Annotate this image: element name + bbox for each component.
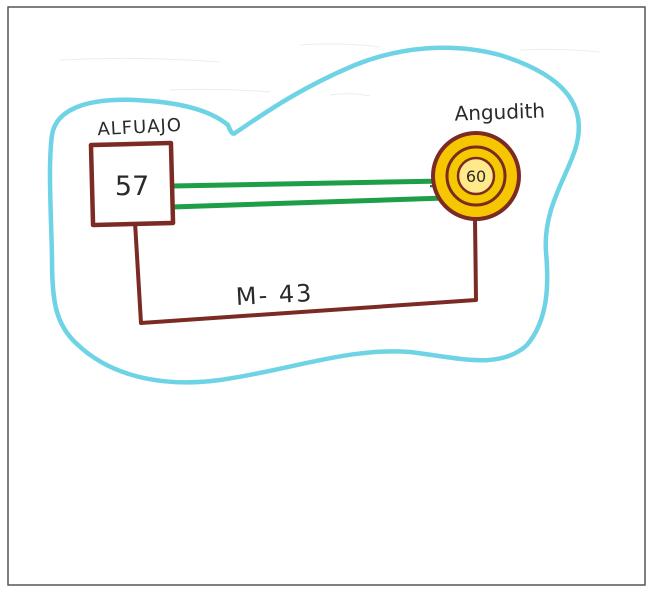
node-alfuajo-label: ALFUAJO [97,115,183,140]
node-angudith-value: 60 [466,167,486,186]
node-angudith-inner-circle [456,156,496,196]
boundary-outline [47,45,582,385]
double-line-bottom [169,195,448,210]
double-line-top [169,178,448,189]
paper-frame [7,6,646,586]
node-alfuajo-box [88,140,176,228]
scan-artifacts [59,43,601,97]
node-alfuajo-value: 57 [115,171,149,202]
bottom-edge-label: M- 43 [235,279,314,311]
bottom-connection-line [133,216,478,325]
node-angudith-label: Angudith [454,98,545,125]
